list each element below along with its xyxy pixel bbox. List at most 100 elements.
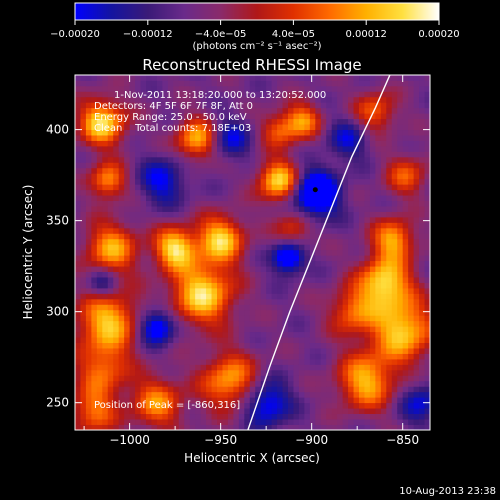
heatmap-cell: [129, 222, 136, 229]
heatmap-cell: [359, 277, 365, 283]
heatmap-cell: [206, 408, 212, 415]
heatmap-cell: [293, 260, 300, 267]
heatmap-cell: [364, 359, 371, 365]
heatmap-cell: [195, 118, 202, 125]
heatmap-cell: [162, 413, 169, 420]
heatmap-cell: [309, 408, 316, 415]
heatmap-cell: [189, 167, 196, 174]
heatmap-cell: [309, 375, 316, 382]
heatmap-cell: [277, 375, 283, 382]
heatmap-cell: [342, 391, 349, 398]
heatmap-cell: [156, 233, 163, 240]
heatmap-cell: [151, 309, 158, 316]
heatmap-cell: [353, 184, 360, 191]
heatmap-cell: [107, 135, 114, 141]
heatmap-cell: [118, 129, 125, 136]
heatmap-cell: [315, 348, 322, 354]
heatmap-cell: [315, 260, 322, 267]
heatmap-cell: [249, 402, 256, 409]
heatmap-cell: [102, 107, 109, 114]
heatmap-cell: [189, 233, 196, 240]
heatmap-cell: [217, 217, 223, 223]
heatmap-cell: [162, 200, 169, 207]
heatmap-cell: [211, 315, 218, 322]
heatmap-cell: [353, 369, 360, 376]
heatmap-cell: [178, 206, 185, 212]
heatmap-cell: [135, 298, 141, 305]
heatmap-cell: [200, 369, 207, 376]
heatmap-cell: [189, 244, 196, 251]
heatmap-cell: [309, 391, 316, 398]
heatmap-cell: [413, 200, 420, 207]
heatmap-cell: [315, 195, 322, 202]
heatmap-cell: [206, 342, 212, 349]
heatmap-cell: [298, 244, 305, 251]
heatmap-cell: [184, 217, 191, 223]
heatmap-cell: [156, 249, 163, 256]
heatmap-cell: [260, 167, 267, 174]
heatmap-cell: [348, 353, 354, 360]
heatmap-cell: [304, 189, 311, 196]
heatmap-cell: [244, 359, 251, 365]
heatmap-cell: [326, 391, 333, 398]
heatmap-cell: [369, 96, 376, 103]
heatmap-cell: [162, 364, 169, 371]
heatmap-cell: [200, 359, 207, 365]
heatmap-cell: [348, 178, 354, 185]
heatmap-cell: [227, 348, 234, 354]
heatmap-cell: [364, 107, 371, 114]
heatmap-cell: [282, 424, 289, 430]
heatmap-cell: [195, 266, 202, 273]
heatmap-cell: [369, 124, 376, 131]
heatmap-cell: [102, 331, 109, 338]
heatmap-cell: [337, 419, 344, 425]
heatmap-cell: [113, 124, 120, 131]
heatmap-cell: [146, 320, 152, 327]
heatmap-cell: [85, 107, 92, 114]
heatmap-cell: [178, 85, 185, 92]
heatmap-cell: [298, 386, 305, 393]
heatmap-cell: [140, 162, 147, 169]
heatmap-cell: [167, 271, 174, 278]
heatmap-cell: [298, 195, 305, 202]
heatmap-cell: [298, 156, 305, 163]
heatmap-cell: [107, 364, 114, 371]
heatmap-cell: [91, 315, 98, 322]
heatmap-cell: [200, 266, 207, 273]
heatmap-cell: [124, 189, 131, 196]
heatmap-cell: [424, 189, 430, 196]
heatmap-cell: [129, 189, 136, 196]
heatmap-cell: [386, 189, 393, 196]
heatmap-cell: [233, 353, 240, 360]
heatmap-cell: [195, 195, 202, 202]
heatmap-cell: [140, 402, 147, 409]
heatmap-cell: [151, 304, 158, 311]
heatmap-cell: [227, 397, 234, 404]
heatmap-cell: [135, 353, 141, 360]
heatmap-cell: [75, 91, 81, 98]
heatmap-cell: [309, 244, 316, 251]
heatmap-cell: [386, 167, 393, 174]
heatmap-cell: [244, 282, 251, 289]
heatmap-cell: [320, 369, 327, 376]
heatmap-cell: [113, 271, 120, 278]
heatmap-cell: [80, 189, 87, 196]
heatmap-cell: [222, 380, 229, 387]
heatmap-cell: [135, 266, 141, 273]
heatmap-cell: [124, 227, 131, 234]
heatmap-cell: [266, 353, 273, 360]
heatmap-cell: [337, 151, 344, 158]
heatmap-cell: [222, 91, 229, 98]
heatmap-cell: [369, 348, 376, 354]
heatmap-cell: [135, 249, 141, 256]
heatmap-cell: [298, 419, 305, 425]
heatmap-cell: [238, 342, 245, 349]
heatmap-cell: [282, 217, 289, 223]
heatmap-cell: [298, 326, 305, 333]
heatmap-cell: [156, 397, 163, 404]
heatmap-cell: [337, 386, 344, 393]
heatmap-cell: [244, 402, 251, 409]
heatmap-cell: [184, 288, 191, 294]
heatmap-cell: [408, 364, 415, 371]
heatmap-cell: [369, 380, 376, 387]
